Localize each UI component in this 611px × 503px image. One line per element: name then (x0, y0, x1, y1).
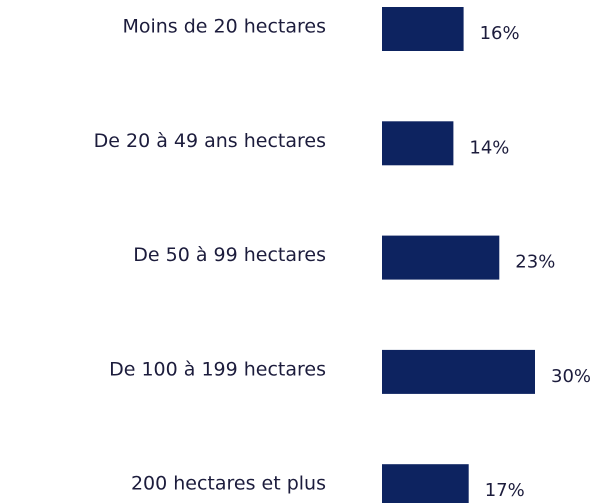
value-label: 23% (515, 252, 555, 273)
category-label: De 100 à 199 hectares (109, 358, 326, 380)
value-label: 16% (480, 23, 520, 44)
bar (382, 7, 464, 51)
bar (382, 121, 454, 166)
category-label: De 50 à 99 hectares (133, 244, 326, 266)
category-label: 200 hectares et plus (131, 473, 326, 495)
bar (382, 235, 500, 280)
bar (382, 464, 469, 503)
value-label: 17% (485, 480, 525, 501)
value-label: 14% (469, 137, 509, 158)
category-label: Moins de 20 hectares (122, 16, 326, 38)
category-label: De 20 à 49 ans hectares (94, 130, 326, 152)
value-label: 30% (551, 366, 591, 387)
bar (382, 349, 535, 394)
